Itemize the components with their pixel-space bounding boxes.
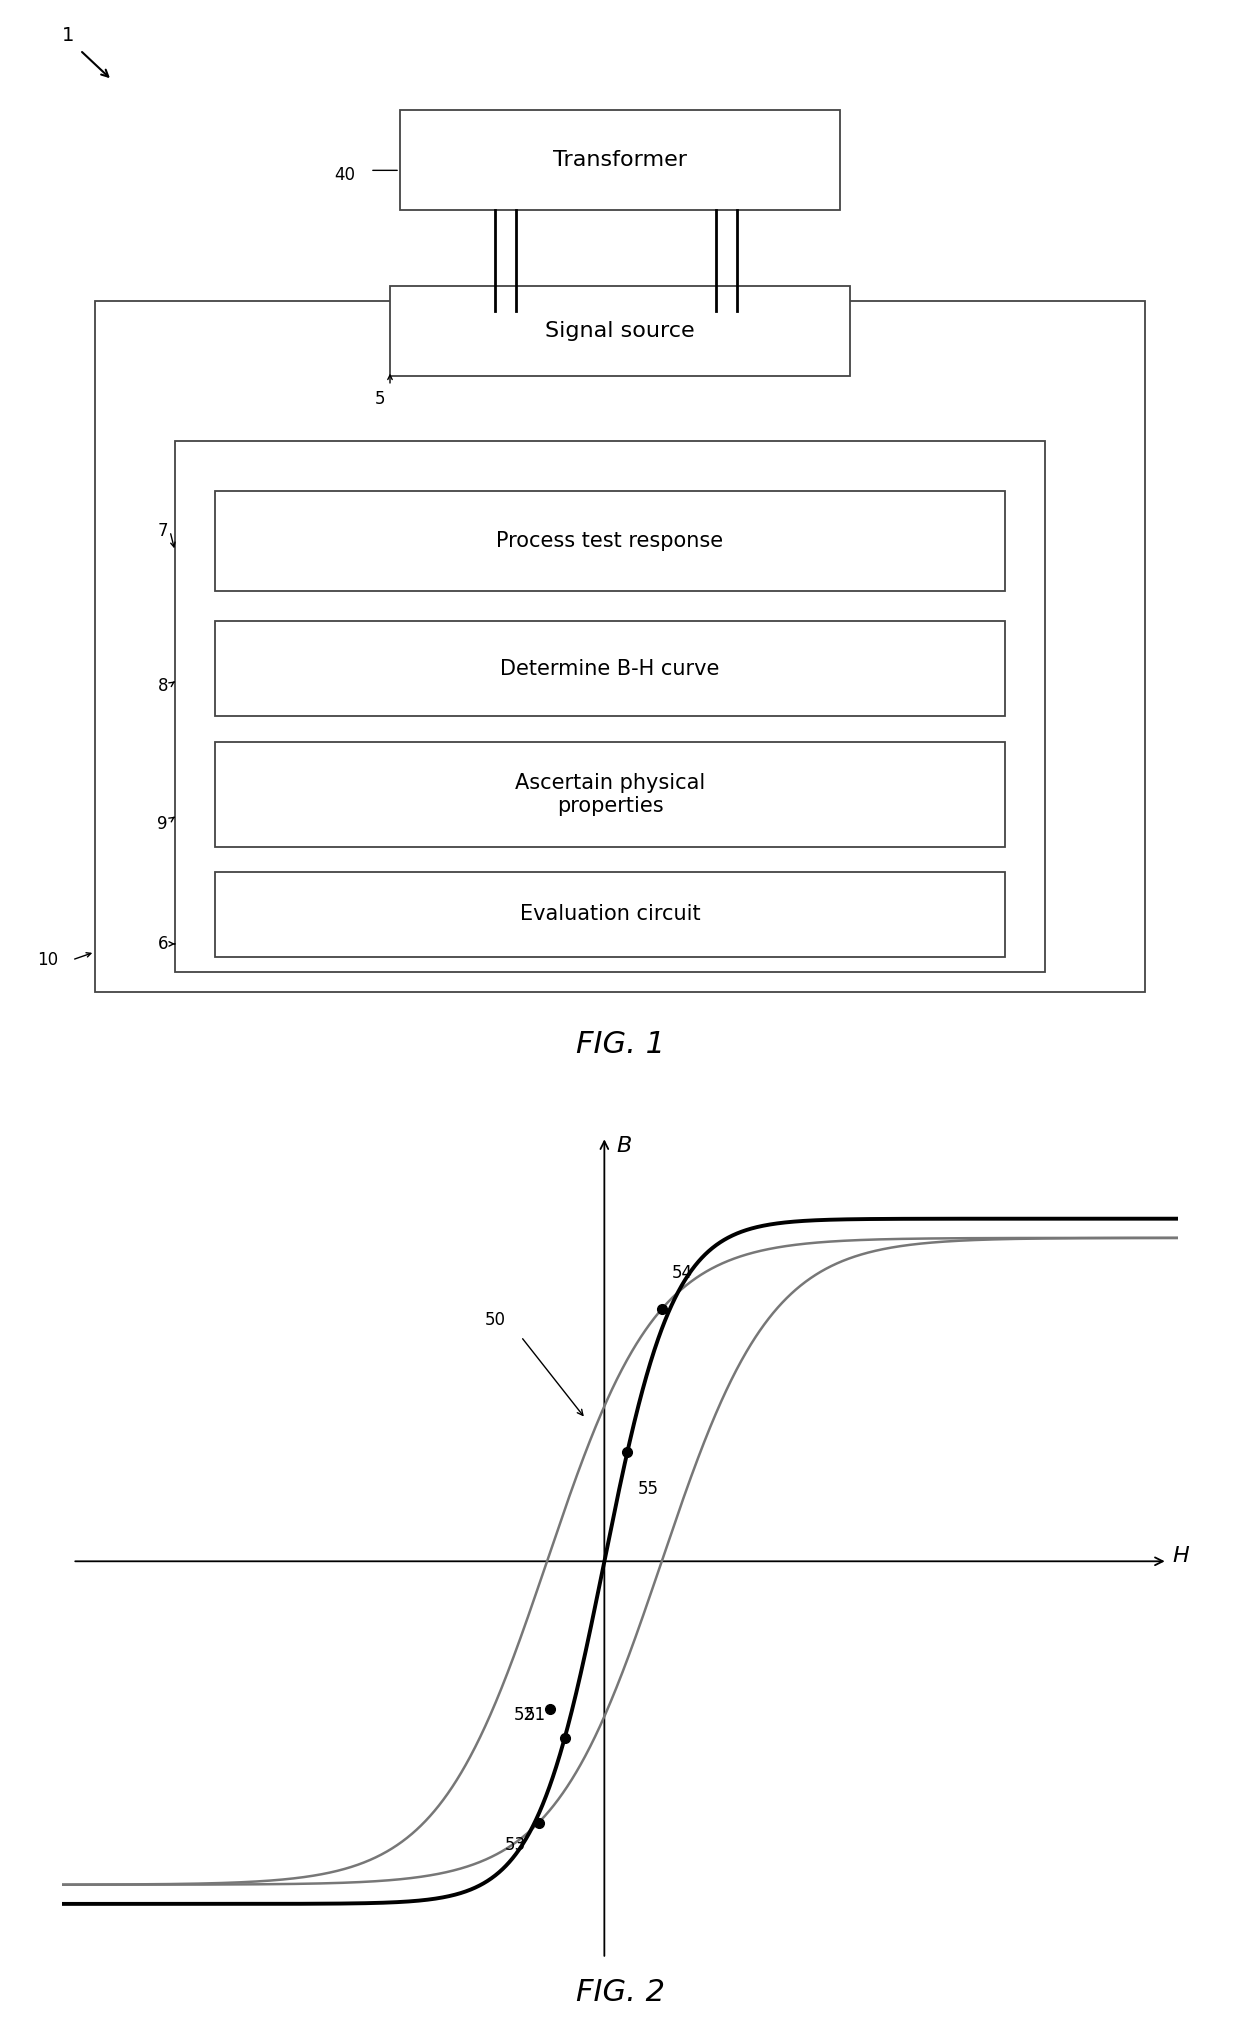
- Text: 7: 7: [157, 522, 167, 540]
- Text: Signal source: Signal source: [546, 322, 694, 340]
- Text: 52: 52: [513, 1705, 534, 1724]
- Text: 40: 40: [334, 166, 355, 184]
- Text: FIG. 2: FIG. 2: [575, 1978, 665, 2007]
- Text: 54: 54: [672, 1264, 693, 1283]
- Text: Process test response: Process test response: [496, 532, 724, 550]
- Text: 51: 51: [525, 1705, 546, 1724]
- Text: 55: 55: [637, 1479, 658, 1497]
- Text: Transformer: Transformer: [553, 150, 687, 170]
- Text: 1: 1: [62, 26, 74, 45]
- Text: 8: 8: [157, 678, 167, 696]
- Text: Ascertain physical
properties: Ascertain physical properties: [515, 773, 706, 815]
- Text: Evaluation circuit: Evaluation circuit: [520, 904, 701, 925]
- Text: H: H: [1173, 1546, 1189, 1566]
- Text: 50: 50: [485, 1311, 505, 1329]
- Bar: [215, 621, 1004, 716]
- Bar: [401, 109, 839, 210]
- Bar: [175, 441, 1045, 971]
- Text: 6: 6: [157, 935, 167, 953]
- Bar: [391, 285, 849, 376]
- Text: FIG. 1: FIG. 1: [575, 1030, 665, 1058]
- Bar: [215, 492, 1004, 591]
- Bar: [95, 301, 1145, 991]
- Text: B: B: [616, 1137, 632, 1157]
- Bar: [215, 872, 1004, 957]
- Text: 10: 10: [37, 951, 58, 969]
- Bar: [215, 742, 1004, 848]
- Text: Determine B-H curve: Determine B-H curve: [500, 659, 719, 680]
- Text: 5: 5: [374, 390, 384, 409]
- Text: 53: 53: [505, 1837, 526, 1855]
- Text: 9: 9: [157, 815, 167, 833]
